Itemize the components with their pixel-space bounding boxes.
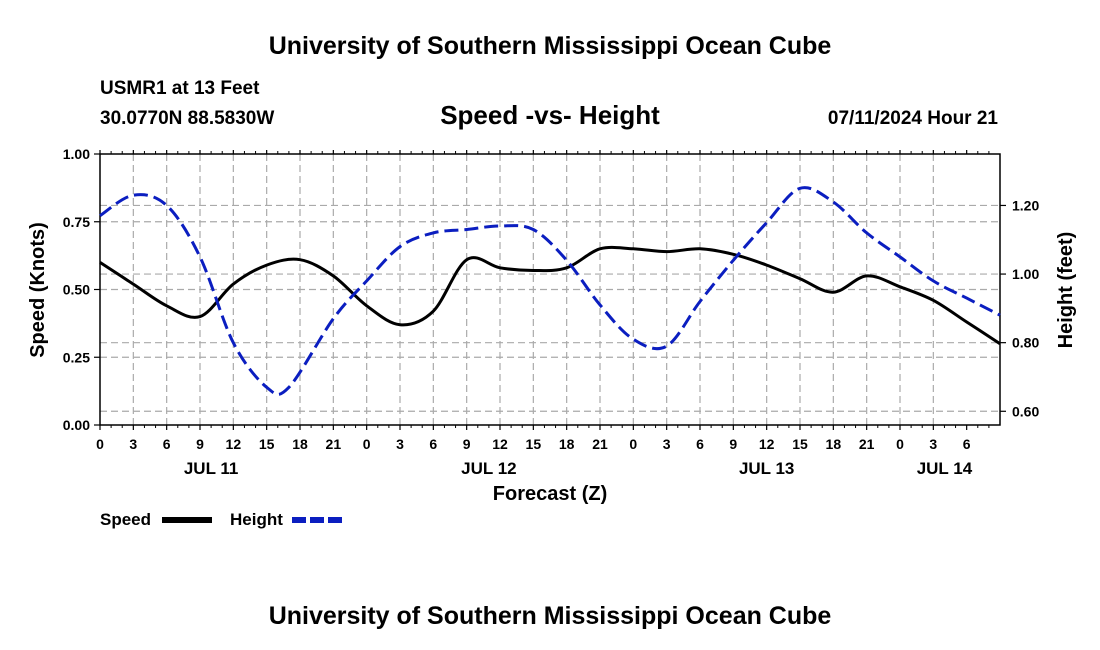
x-tick-label: 0 bbox=[896, 436, 904, 452]
x-tick-label: 3 bbox=[396, 436, 404, 452]
y2-tick-label: 1.00 bbox=[1012, 266, 1039, 282]
series-line-speed bbox=[99, 245, 1001, 345]
x-tick-label: 21 bbox=[859, 436, 875, 452]
x-tick-label: 0 bbox=[363, 436, 371, 452]
x-tick-label: 18 bbox=[826, 436, 842, 452]
legend: Speed Height bbox=[100, 510, 342, 529]
x-tick-label: 18 bbox=[559, 436, 575, 452]
x-axis-title: Forecast (Z) bbox=[493, 483, 607, 505]
x-tick-label: 9 bbox=[463, 436, 471, 452]
x-tick-label: 15 bbox=[259, 436, 275, 452]
legend-label-height: Height bbox=[230, 510, 283, 529]
x-tick-label: 3 bbox=[663, 436, 671, 452]
x-day-label: JUL 13 bbox=[739, 459, 794, 478]
x-tick-label: 6 bbox=[963, 436, 971, 452]
x-tick-label: 9 bbox=[729, 436, 737, 452]
x-tick-label: 15 bbox=[792, 436, 808, 452]
y-tick-label: 0.75 bbox=[63, 214, 90, 230]
y2-tick-label: 1.20 bbox=[1012, 197, 1039, 213]
footer-title: University of Southern Mississippi Ocean… bbox=[269, 602, 832, 630]
coords-label: 30.0770N 88.5830W bbox=[100, 108, 274, 129]
x-tick-label: 0 bbox=[629, 436, 637, 452]
legend-label-speed: Speed bbox=[100, 510, 151, 529]
y-tick-label: 0.00 bbox=[63, 417, 90, 433]
series-line-height bbox=[99, 186, 1001, 396]
station-label: USMR1 at 13 Feet bbox=[100, 78, 260, 99]
timestamp-label: 07/11/2024 Hour 21 bbox=[828, 108, 998, 129]
x-tick-label: 0 bbox=[96, 436, 104, 452]
x-tick-label: 9 bbox=[196, 436, 204, 452]
x-tick-label: 21 bbox=[326, 436, 342, 452]
chart-title: Speed -vs- Height bbox=[440, 100, 660, 130]
x-tick-label: 6 bbox=[163, 436, 171, 452]
x-tick-label: 3 bbox=[129, 436, 137, 452]
x-day-label: JUL 11 bbox=[184, 459, 239, 478]
x-tick-label: 21 bbox=[592, 436, 608, 452]
y2-tick-label: 0.60 bbox=[1012, 403, 1039, 419]
x-tick-label: 12 bbox=[226, 436, 242, 452]
y-tick-label: 1.00 bbox=[63, 146, 90, 162]
y-tick-label: 0.50 bbox=[63, 282, 90, 298]
main-title: University of Southern Mississippi Ocean… bbox=[269, 32, 832, 60]
x-tick-label: 6 bbox=[429, 436, 437, 452]
x-tick-label: 12 bbox=[759, 436, 775, 452]
y2-axis-title: Height (feet) bbox=[1055, 232, 1077, 349]
x-day-label: JUL 14 bbox=[917, 459, 973, 478]
grid-lines bbox=[100, 154, 1000, 425]
x-tick-label: 15 bbox=[526, 436, 542, 452]
x-tick-label: 12 bbox=[492, 436, 508, 452]
y-axis-title: Speed (Knots) bbox=[27, 222, 49, 358]
x-tick-label: 3 bbox=[929, 436, 937, 452]
axis-ticks: 0 3 6 9 12 15 18 21 0 3 6 9 12 15 18 21 0 3 6 9 12 15 18 21 0 3 6J… bbox=[63, 146, 1040, 478]
series-group bbox=[99, 186, 1001, 396]
x-day-label: JUL 12 bbox=[461, 459, 516, 478]
y2-tick-label: 0.80 bbox=[1012, 335, 1039, 351]
y-tick-label: 0.25 bbox=[63, 349, 90, 365]
x-tick-label: 6 bbox=[696, 436, 704, 452]
x-tick-label: 18 bbox=[292, 436, 308, 452]
